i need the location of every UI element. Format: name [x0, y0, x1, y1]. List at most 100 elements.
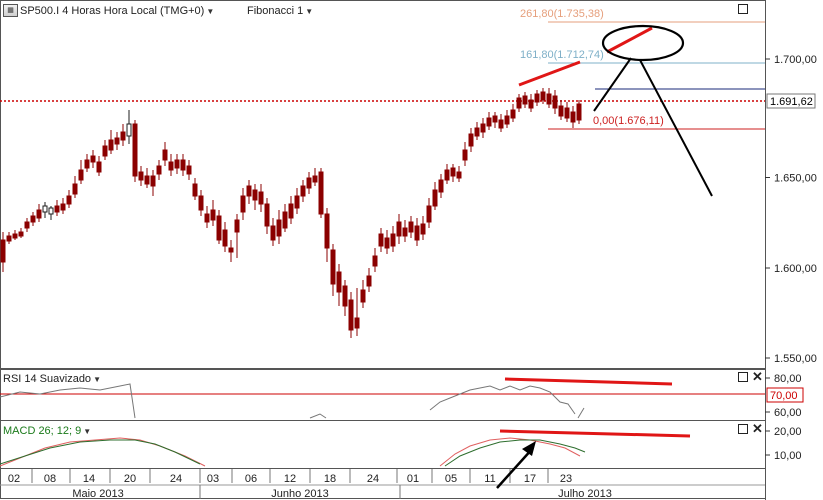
macd-panel: 20,00 10,00	[0, 426, 802, 467]
target-ellipse	[601, 24, 685, 62]
fibonacci-levels: 261,80(1.735,38) 161,80(1.712,74) 0,00(1.6…	[520, 8, 765, 130]
macd-tick-label: 20,00	[774, 426, 802, 438]
macd-label-text: MACD 26; 12; 9	[3, 425, 82, 437]
chevron-down-icon: ▼	[93, 375, 101, 384]
candle-body	[54, 205, 60, 213]
rsi-level-box	[766, 387, 804, 403]
maximize-icon[interactable]	[738, 4, 748, 14]
macd-main-line	[0, 439, 586, 467]
candle-body	[564, 107, 570, 119]
arrow-line	[496, 447, 534, 489]
candle-body	[570, 111, 576, 123]
candle-body	[468, 133, 474, 147]
macd-maximize-icon[interactable]	[738, 424, 748, 434]
time-tick-label: 03	[207, 473, 219, 485]
candle-body	[486, 117, 492, 127]
candle-body	[474, 127, 480, 137]
candle-body	[516, 97, 522, 109]
rsi-level-label: 70,00	[770, 390, 798, 402]
candle-body	[132, 123, 138, 177]
candle-body	[138, 171, 144, 181]
chevron-down-icon: ▼	[206, 7, 215, 16]
candle-body	[288, 203, 294, 219]
candlestick-series	[0, 88, 582, 338]
rsi-maximize-icon[interactable]	[738, 372, 748, 382]
candle-body	[456, 171, 462, 179]
candle-body	[534, 93, 540, 103]
candle-body	[162, 149, 168, 161]
candle-body	[510, 109, 516, 119]
candle-body	[210, 209, 216, 221]
candle-body	[246, 185, 252, 197]
candle-body	[264, 203, 270, 227]
candle-body	[180, 159, 186, 171]
candle-body	[294, 195, 300, 209]
candle-body	[438, 179, 444, 193]
candle-body	[330, 249, 336, 285]
candle-body	[324, 213, 330, 249]
candle-body	[18, 231, 24, 237]
price-tick-label: 1.650,00	[774, 173, 817, 185]
time-tick-label: 24	[367, 473, 379, 485]
time-tick-label: 12	[284, 473, 296, 485]
black-down-line	[639, 59, 713, 197]
candle-body	[318, 171, 324, 215]
rsi-tick-label: 60,00	[774, 407, 802, 419]
candle-body	[414, 225, 420, 241]
candle-body	[114, 137, 120, 145]
candle-body	[186, 165, 192, 175]
chart-menu-icon[interactable]: ▦	[3, 4, 18, 17]
candle-body	[120, 131, 126, 141]
candle-body	[342, 285, 348, 307]
rsi-close-icon[interactable]: ✕	[752, 369, 763, 384]
candle-body	[24, 221, 30, 229]
candle-body	[270, 225, 276, 241]
candle-body	[378, 233, 384, 247]
time-tick-label: 20	[124, 473, 136, 485]
rsi-label-text: RSI 14 Suavizado	[3, 373, 92, 385]
time-tick-label: 02	[8, 473, 20, 485]
candle-body	[102, 145, 108, 157]
chevron-down-icon: ▼	[83, 427, 92, 436]
candle-body	[108, 139, 114, 151]
fibonacci-dropdown[interactable]: Fibonacci 1 ▼	[247, 4, 313, 18]
rsi-indicator-label[interactable]: RSI 14 Suavizado ▼	[3, 372, 101, 386]
candle-body	[354, 317, 360, 329]
candle-body	[234, 219, 240, 233]
panel-frames	[0, 0, 766, 500]
macd-tick-label: 10,00	[774, 450, 802, 462]
candle-body	[156, 165, 162, 175]
candle-body	[144, 175, 150, 185]
price-axis: 1.700,00 1.650,00 1.600,00 1.550,00	[765, 54, 817, 365]
time-tick-label: 24	[170, 473, 182, 485]
macd-close-icon[interactable]: ✕	[752, 421, 763, 436]
rsi-panel: 70,00 80,00 60,00	[0, 373, 804, 419]
current-price-box	[766, 93, 816, 109]
candle-body	[432, 189, 438, 207]
time-tick-label: 05	[445, 473, 457, 485]
candle-body	[480, 123, 486, 133]
month-label: Julho 2013	[558, 488, 612, 500]
macd-signal-line	[0, 437, 581, 467]
macd-indicator-label[interactable]: MACD 26; 12; 9 ▼	[3, 424, 91, 438]
price-tick-label: 1.600,00	[774, 263, 817, 275]
candle-body	[6, 235, 12, 242]
red-target-line	[606, 26, 653, 54]
candle-body	[258, 191, 264, 205]
chart-title[interactable]: SP500.I 4 Horas Hora Local (TMG+0) ▼	[20, 4, 214, 18]
time-tick-label: 14	[83, 473, 95, 485]
candle-body	[546, 93, 552, 105]
candle-body	[450, 167, 456, 177]
macd-divergence-line	[499, 429, 691, 438]
candle-body	[78, 169, 84, 181]
time-tick-label: 23	[560, 473, 572, 485]
candle-body	[12, 233, 18, 239]
candle-body	[222, 229, 228, 247]
candle-body	[336, 271, 342, 293]
candle-body	[282, 211, 288, 229]
candle-body	[462, 149, 468, 161]
candle-body	[240, 195, 246, 213]
annotations	[496, 24, 713, 489]
fibonacci-label: Fibonacci 1	[247, 5, 304, 17]
